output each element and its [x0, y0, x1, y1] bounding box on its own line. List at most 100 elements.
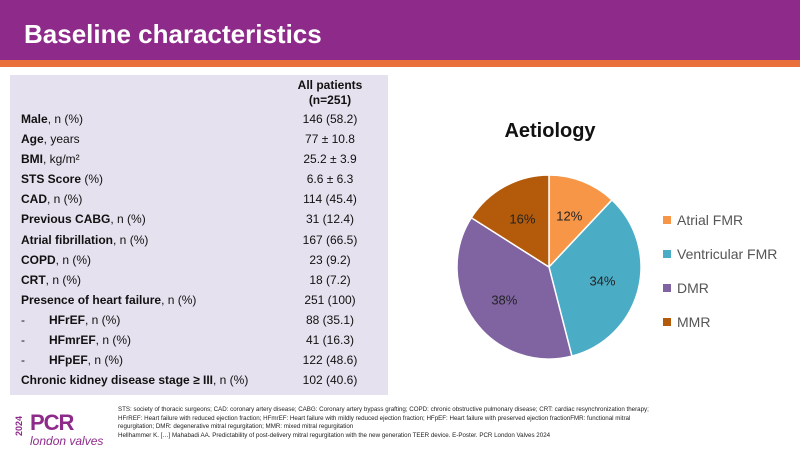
row-label-unit: , n (%)	[113, 232, 149, 247]
row-label-bold: Age	[21, 132, 44, 147]
legend-label: Atrial FMR	[677, 212, 744, 228]
row-label-unit: , n (%)	[95, 333, 132, 348]
pcr-london-valves-logo: 2024 PCR london valves	[14, 410, 124, 448]
row-label: Age, years	[21, 129, 80, 149]
table-row: Previous CABG, n (%) 31 (12.4)	[10, 209, 388, 229]
logo-brand: PCR	[30, 410, 74, 435]
table-row: Atrial fibrillation, n (%) 167 (66.5)	[10, 230, 388, 250]
row-label-unit: , n (%)	[87, 353, 124, 368]
legend-swatch	[663, 318, 671, 326]
row-value: 23 (9.2)	[309, 252, 351, 267]
table-row: COPD, n (%) 23 (9.2)	[10, 250, 388, 270]
row-label: Male, n (%)	[21, 109, 83, 129]
baseline-table-panel	[10, 75, 388, 395]
row-label: COPD, n (%)	[21, 250, 91, 270]
table-row: - HFrEF, n (%) 88 (35.1)	[10, 310, 388, 330]
baseline-table: Male, n (%) 146 (58.2) Age, years 77 ± 10.8…	[10, 109, 388, 390]
table-column-header: All patients (n=251)	[270, 78, 390, 108]
chart-title: Aetiology	[504, 120, 596, 142]
row-label-bold: Male	[21, 112, 48, 126]
row-label: HFpEF, n (%)	[49, 350, 123, 370]
row-label-unit: , years	[43, 132, 80, 147]
row-label-unit: , kg/m²	[43, 152, 80, 167]
row-label-bold: Chronic kidney disease stage ≥ III	[21, 373, 213, 388]
row-value: 102 (40.6)	[302, 373, 358, 388]
footnote: STS: society of thoracic surgeons; CAD: …	[118, 406, 788, 440]
footnote-citation: Hellhammer K. […] Mahabadi AA. Predictab…	[118, 431, 551, 439]
header-accent-stripe	[0, 60, 800, 67]
subrow-dash: -	[21, 312, 25, 327]
row-label-bold: Presence of heart failure	[21, 292, 162, 307]
row-label-bold: Previous CABG	[21, 212, 111, 227]
row-value: 88 (35.1)	[305, 312, 355, 327]
row-label-bold: BMI	[21, 152, 43, 167]
row-label: Presence of heart failure, n (%)	[21, 290, 196, 310]
row-label: HFrEF, n (%)	[49, 310, 120, 330]
row-label-unit: , n (%)	[55, 252, 92, 267]
row-label-bold: HFpEF	[49, 353, 88, 368]
row-label: Atrial fibrillation, n (%)	[21, 230, 148, 250]
row-value: 18 (7.2)	[309, 272, 351, 287]
legend-label: MMR	[677, 314, 711, 330]
row-label-unit: , n (%)	[47, 112, 84, 126]
table-row: Presence of heart failure, n (%) 251 (100…	[10, 290, 388, 310]
footnote-line: STS: society of thoracic surgeons; CAD: …	[118, 406, 649, 413]
table-row: CRT, n (%) 18 (7.2)	[10, 270, 388, 290]
row-value: 167 (66.5)	[302, 232, 358, 247]
pie-slice-dmr	[456, 216, 573, 360]
row-value: 146 (58.2)	[302, 112, 358, 126]
table-row: BMI, kg/m² 25.2 ± 3.9	[10, 149, 388, 169]
row-label-unit: , n (%)	[110, 212, 146, 227]
logo-year: 2024	[14, 416, 24, 437]
row-label-unit: , n (%)	[161, 292, 197, 307]
pie-slice-ventricular-fmr	[548, 198, 642, 358]
row-label: Previous CABG, n (%)	[21, 209, 146, 229]
row-value: 114 (45.4)	[303, 192, 357, 207]
row-label: CAD, n (%)	[21, 189, 82, 209]
header-bar: Baseline characteristics	[0, 0, 800, 60]
row-label-unit: , n (%)	[213, 373, 249, 388]
row-label-unit: , n (%)	[47, 192, 83, 207]
pie-data-label: 16%	[509, 212, 535, 227]
row-value: 122 (48.6)	[302, 353, 358, 368]
row-value: 41 (16.3)	[305, 333, 355, 348]
subrow-dash: -	[21, 333, 25, 348]
table-row: Chronic kidney disease stage ≥ III, n (%…	[10, 370, 388, 390]
page-title: Baseline characteristics	[24, 19, 322, 49]
row-label-unit: , n (%)	[85, 312, 121, 327]
pie-slice-atrial-fmr	[548, 174, 614, 269]
table-row: - HFmrEF, n (%) 41 (16.3)	[10, 330, 388, 350]
row-label-bold: COPD	[21, 252, 56, 267]
row-label: HFmrEF, n (%)	[49, 330, 131, 350]
subrow-dash: -	[21, 353, 25, 368]
row-label-bold: HFmrEF	[49, 333, 96, 348]
row-label: Chronic kidney disease stage ≥ III, n (%…	[21, 370, 248, 390]
column-header-count: (n=251)	[308, 93, 352, 107]
row-label-bold: STS Score	[21, 172, 82, 187]
table-row: STS Score (%) 6.6 ± 6.3	[10, 169, 388, 189]
legend-swatch	[663, 250, 671, 258]
row-label: BMI, kg/m²	[21, 149, 80, 169]
row-label: CRT, n (%)	[21, 270, 81, 290]
pie-data-label: 12%	[556, 209, 582, 224]
row-label-unit: , n (%)	[45, 272, 82, 287]
footnote-line: HFrREF: Heart failure with reduced eject…	[118, 414, 631, 422]
pie-data-label: 34%	[589, 274, 615, 289]
row-label-bold: HFrEF	[49, 312, 85, 327]
row-value: 6.6 ± 6.3	[306, 172, 354, 187]
legend-label: DMR	[677, 280, 709, 296]
row-value: 251 (100)	[304, 292, 356, 307]
legend-swatch	[663, 216, 671, 224]
row-value: 31 (12.4)	[305, 212, 355, 227]
table-row: - HFpEF, n (%) 122 (48.6)	[10, 350, 388, 370]
row-label: STS Score (%)	[21, 169, 103, 189]
row-label-bold: CAD	[21, 192, 47, 207]
footnote-line: regurgitation; DMR: degenerative mitral …	[118, 423, 354, 431]
logo-subtitle: london valves	[30, 434, 104, 448]
pie-data-label: 38%	[491, 292, 517, 307]
row-label-bold: Atrial fibrillation	[21, 232, 114, 247]
table-row: CAD, n (%) 114 (45.4)	[10, 189, 388, 209]
legend-swatch	[663, 284, 671, 292]
aetiology-pie-chart: 12% 34% 38% 16%	[456, 174, 642, 360]
pie-slice-mmr	[470, 174, 550, 269]
